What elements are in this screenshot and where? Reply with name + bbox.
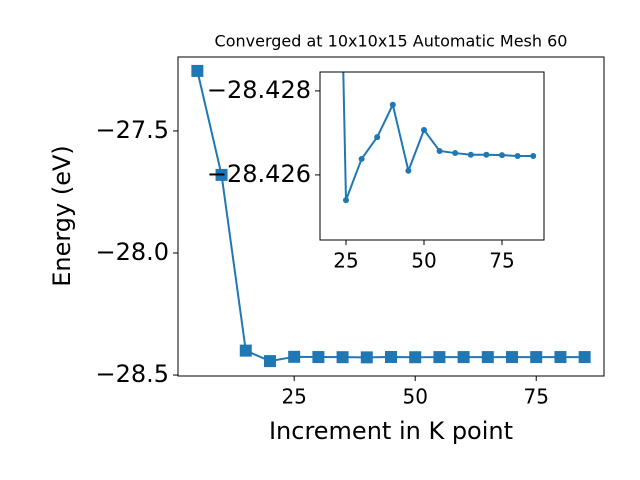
marker [467,151,474,158]
x-tick-label: 50 [402,385,427,409]
marker [452,150,459,157]
marker [483,151,490,158]
axes-frame [319,71,545,241]
y-tick-label: −28.428 [207,76,311,104]
x-axis-label: Increment in K point [269,417,513,445]
plot-clip [342,72,537,204]
marker [405,167,412,174]
y-tick-label: −28.0 [95,238,169,266]
marker [389,101,396,108]
marker [288,350,301,363]
axes-frame [177,56,605,377]
marker [409,351,422,364]
marker [342,197,349,204]
y-tick-label: −28.5 [95,360,169,388]
marker [578,351,591,364]
marker [239,344,252,357]
y-tick-label: −27.5 [95,116,169,144]
marker [499,152,506,159]
marker [358,155,365,162]
marker [530,351,543,364]
axes: 25 50 75 −28.428 −28.426 [207,71,545,273]
marker [433,351,446,364]
marker [420,126,427,133]
x-tick-label: 75 [489,249,514,273]
chart-title: Converged at 10x10x15 Automatic Mesh 60 [215,32,568,51]
x-tick-label: 75 [524,385,549,409]
y-tick-label: −28.426 [207,160,311,188]
marker [554,351,567,364]
marker [385,350,397,363]
marker [514,153,521,159]
marker [360,351,373,364]
x-tick-label: 25 [281,385,306,409]
x-tick-label: 25 [333,249,358,273]
marker [312,351,325,364]
plot-clip [191,64,591,368]
x-tick-label: 50 [411,249,436,273]
marker [336,351,349,364]
marker [481,351,494,364]
y-axis-label: Energy (eV) [48,145,76,287]
marker [457,351,470,364]
marker [506,351,519,364]
marker [374,134,381,141]
marker [191,64,204,77]
marker [436,147,443,154]
marker [263,355,276,368]
marker [215,168,228,181]
marker [530,153,537,159]
